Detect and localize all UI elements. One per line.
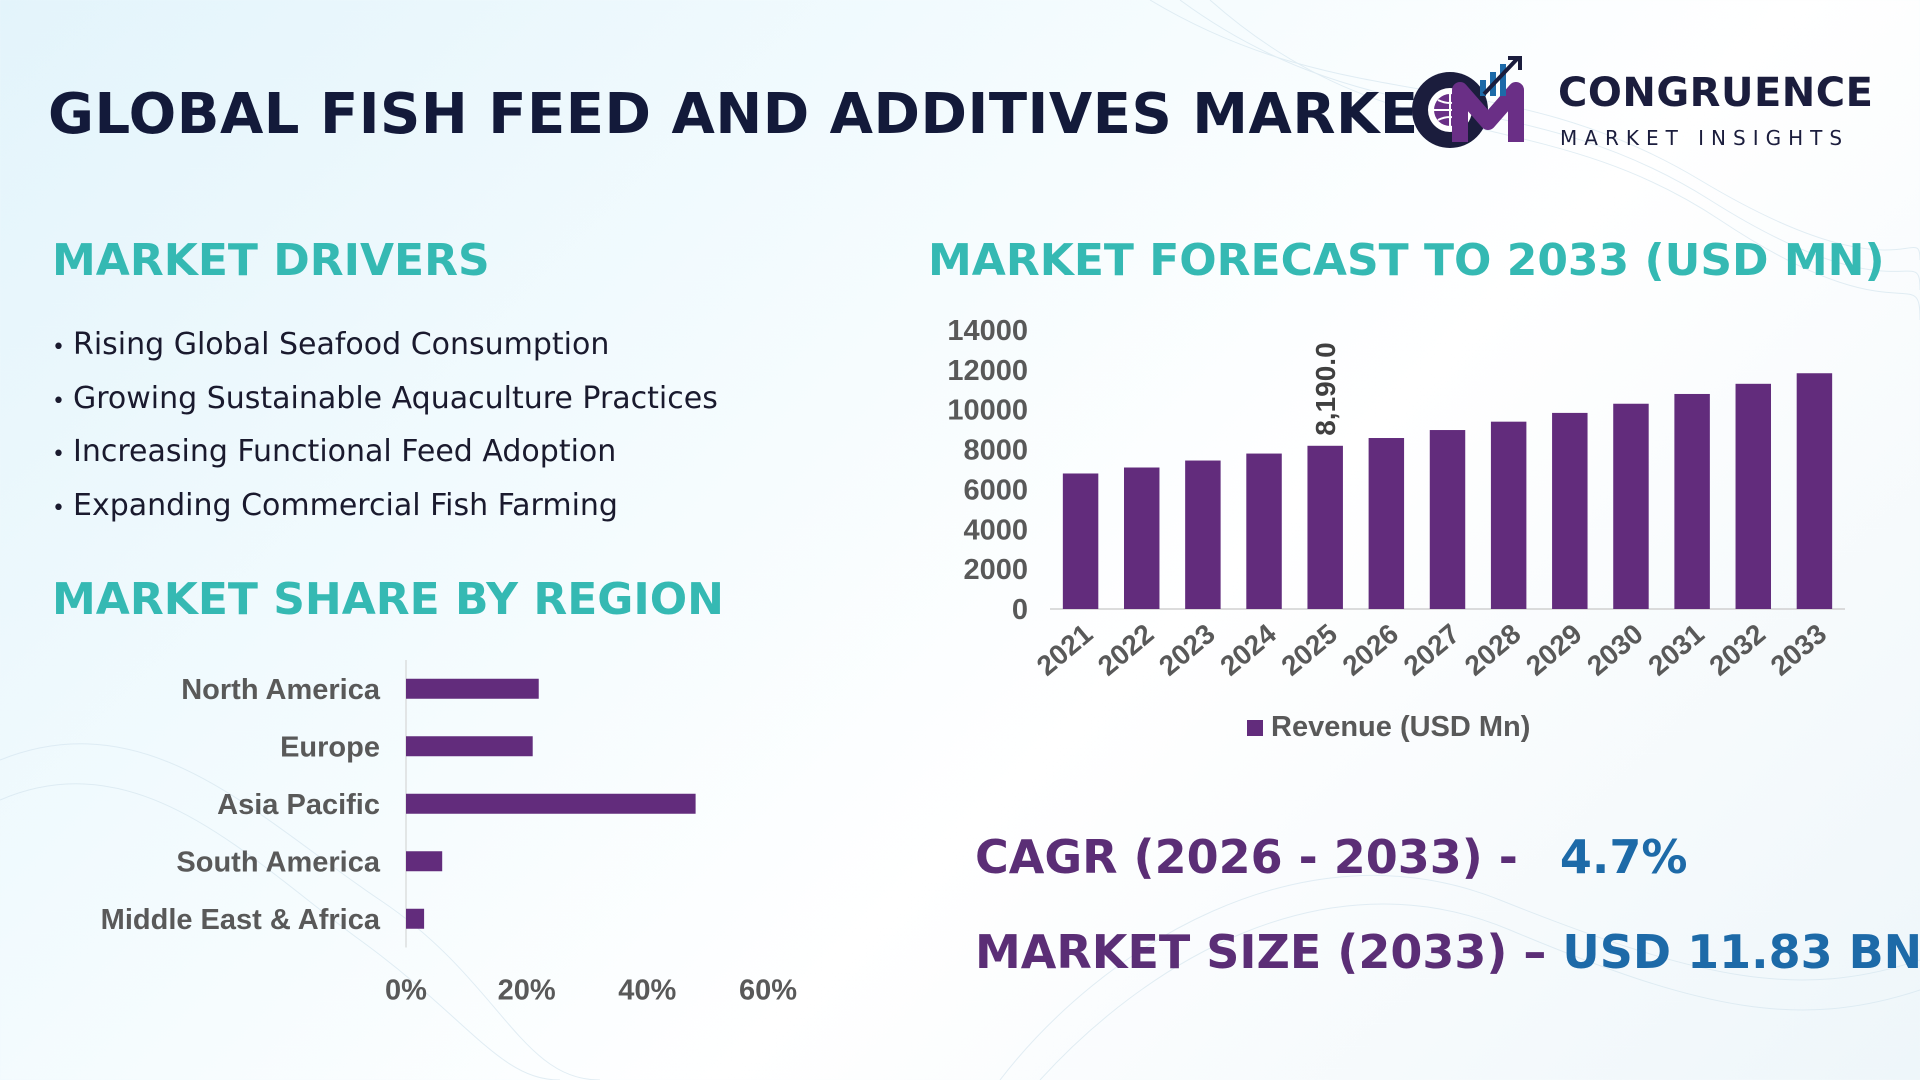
x-tick-label: 2021	[1031, 618, 1099, 682]
revenue-bar	[1307, 445, 1343, 609]
driver-text: Rising Global Seafood Consumption	[72, 327, 610, 362]
driver-text: Growing Sustainable Aquaculture Practice…	[72, 380, 718, 416]
x-tick-label: 60%	[739, 975, 797, 1001]
bullet-icon: •	[52, 335, 65, 360]
revenue-bar	[1613, 403, 1649, 609]
logo-mark-icon	[1412, 56, 1524, 148]
cagr-stat: CAGR (2026 - 2033) - 4.7%	[975, 830, 1687, 884]
driver-item: • Increasing Functional Feed Adoption	[52, 425, 718, 479]
region-share-chart: North America Europe Asia Pacific South Ame…	[101, 660, 797, 1001]
revenue-bar	[1429, 430, 1466, 609]
x-tick-label: 2031	[1642, 618, 1710, 682]
logo-name: CONGRUENCE	[1558, 70, 1874, 116]
revenue-bar	[1796, 373, 1833, 609]
region-bar	[406, 851, 443, 872]
driver-item: • Expanding Commercial Fish Farming	[52, 479, 718, 533]
y-tick-label: 10000	[947, 395, 1028, 427]
category-label: Asia Pacific	[217, 789, 380, 821]
revenue-bar	[1246, 453, 1282, 609]
region-bar	[406, 908, 425, 929]
forecast-heading: MARKET FORECAST TO 2033 (USD MN)	[928, 235, 1885, 286]
revenue-bar	[1123, 467, 1160, 609]
x-tick-label: 40%	[618, 975, 676, 1001]
category-label: North America	[181, 674, 381, 706]
forecast-chart: 0 2000 4000 6000 8000 10000 12000 14000 20212022…	[947, 315, 1845, 743]
x-tick-label: 2032	[1703, 618, 1771, 682]
y-tick-label: 4000	[963, 514, 1028, 546]
category-label: South America	[176, 846, 380, 878]
x-tick-label: 0%	[385, 975, 427, 1001]
bullet-icon: •	[52, 388, 65, 414]
market-size-value: USD 11.83 BN	[1562, 925, 1920, 979]
market-size-label: MARKET SIZE (2033) –	[975, 925, 1547, 979]
x-tick-label: 2025	[1275, 618, 1343, 682]
revenue-bar	[1368, 438, 1405, 609]
x-tick-label: 2026	[1337, 618, 1405, 682]
drivers-list: • Rising Global Seafood Consumption • Grow…	[52, 318, 718, 532]
x-tick-label: 2028	[1459, 618, 1527, 682]
y-tick-label: 0	[1012, 594, 1028, 626]
x-tick-label: 2030	[1581, 618, 1649, 682]
revenue-bar	[1490, 421, 1527, 609]
cagr-label: CAGR (2026 - 2033) -	[975, 830, 1518, 884]
legend-label: Revenue (USD Mn)	[1271, 711, 1530, 743]
x-tick-label: 2033	[1765, 618, 1833, 682]
y-tick-label: 12000	[947, 355, 1028, 387]
revenue-bar	[1735, 383, 1772, 609]
x-tick-label: 20%	[498, 975, 556, 1001]
region-bar	[406, 678, 539, 699]
market-drivers-heading: MARKET DRIVERS	[52, 235, 490, 286]
category-label: Middle East & Africa	[101, 904, 381, 936]
revenue-bar	[1674, 393, 1710, 609]
category-label: Europe	[280, 731, 380, 763]
revenue-bar	[1062, 473, 1099, 609]
driver-item: • Growing Sustainable Aquaculture Practic…	[52, 372, 718, 426]
page-title: GLOBAL FISH FEED AND ADDITIVES MARKET	[48, 82, 1458, 147]
revenue-bar	[1185, 460, 1221, 609]
x-tick-label: 2022	[1092, 618, 1160, 682]
x-tick-label: 2024	[1214, 618, 1282, 682]
company-logo: CONGRUENCE MARKET INSIGHTS	[1400, 50, 1880, 160]
region-bar	[406, 736, 533, 757]
driver-text: Expanding Commercial Fish Farming	[72, 487, 618, 523]
market-size-stat: MARKET SIZE (2033) – USD 11.83 BN	[975, 925, 1920, 979]
logo-tagline: MARKET INSIGHTS	[1560, 126, 1850, 150]
y-tick-label: 14000	[947, 315, 1028, 347]
revenue-bar	[1552, 412, 1588, 609]
region-heading: MARKET SHARE BY REGION	[52, 574, 724, 625]
data-label: 8,190.0	[1310, 342, 1341, 435]
region-bar	[406, 793, 696, 814]
bullet-icon: •	[52, 442, 65, 467]
driver-item: • Rising Global Seafood Consumption	[52, 318, 718, 372]
x-tick-label: 2029	[1520, 618, 1588, 682]
y-tick-label: 6000	[963, 474, 1028, 506]
legend-swatch	[1247, 720, 1263, 736]
x-tick-label: 2023	[1153, 618, 1221, 682]
y-tick-label: 2000	[963, 554, 1028, 586]
y-tick-label: 8000	[963, 435, 1028, 467]
cagr-value: 4.7%	[1559, 830, 1688, 884]
x-tick-label: 2027	[1398, 618, 1466, 682]
bullet-icon: •	[52, 495, 65, 521]
driver-text: Increasing Functional Feed Adoption	[72, 434, 617, 469]
